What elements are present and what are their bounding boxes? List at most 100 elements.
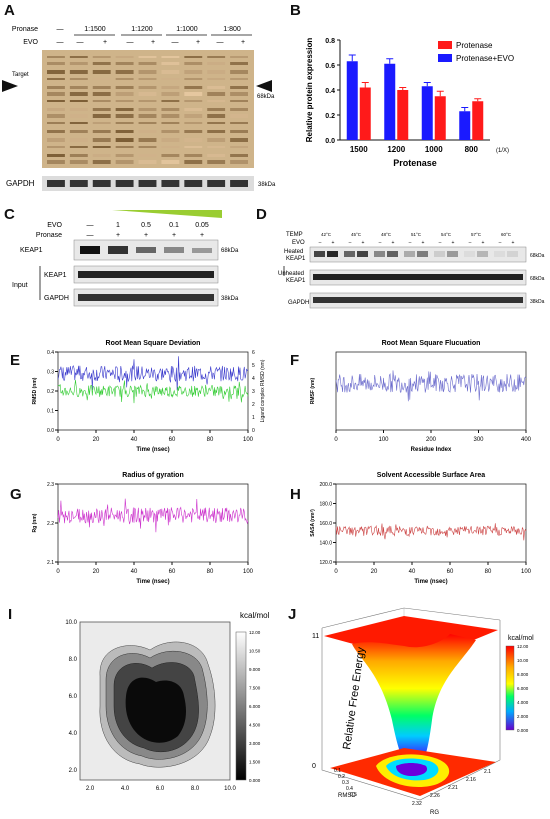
- d-evo-plus: +: [422, 240, 425, 246]
- gapdh-band: [69, 180, 88, 187]
- gel-band: [184, 122, 203, 124]
- gel-band: [92, 56, 111, 58]
- i-y-tick-label: 4.0: [69, 731, 78, 737]
- plot-frame: [335, 351, 527, 431]
- d-evo-plus: +: [452, 240, 455, 246]
- gel-band: [69, 154, 88, 157]
- gel-band: [184, 78, 203, 80]
- gel-band: [115, 100, 134, 102]
- b-bar: [434, 96, 446, 140]
- gel-band: [207, 138, 226, 142]
- c-evo-value: 0.05: [195, 222, 209, 229]
- y-tick-label: 2.1: [47, 560, 54, 566]
- x-tick-label: 60: [447, 569, 454, 575]
- d-evo-minus: –: [469, 240, 472, 246]
- gel-band: [47, 130, 65, 133]
- x-tick-label: 80: [485, 569, 492, 575]
- gel-band: [92, 160, 111, 164]
- gel-band: [161, 154, 180, 157]
- kda-68-label: 68kDa: [257, 94, 275, 100]
- i-x-tick-label: 4.0: [121, 786, 130, 792]
- gel-band: [115, 92, 134, 96]
- gel-band: [92, 78, 111, 80]
- d-evo-plus: +: [392, 240, 395, 246]
- i-x-tick-label: 2.0: [86, 786, 95, 792]
- chart-title: Root Mean Square Flucuation: [382, 340, 481, 347]
- d-evo-minus: –: [349, 240, 352, 246]
- y-tick-label: 140.0: [319, 541, 332, 547]
- x-tick-label: 0: [56, 437, 60, 443]
- evo-mark: +: [103, 39, 107, 46]
- gel-band: [138, 86, 157, 89]
- panel-label-h: H: [290, 486, 301, 503]
- gel-band: [161, 114, 180, 118]
- y-tick-label: 180.0: [319, 502, 332, 508]
- d-heated-band: [327, 251, 338, 257]
- gel-band: [161, 122, 180, 124]
- gel-band: [47, 146, 65, 148]
- target-label: Target: [12, 72, 29, 78]
- x-tick-label: 100: [521, 569, 532, 575]
- b-y-tick-label: 0.8: [325, 38, 335, 45]
- gel-band: [115, 62, 134, 65]
- j-colorbar-tick: 8.000: [517, 672, 529, 677]
- x-tick-label: 0: [334, 569, 338, 575]
- d-evo-minus: –: [439, 240, 442, 246]
- j-rg-tick: 2.32: [412, 801, 422, 807]
- y-label: Rg (nm): [32, 513, 38, 532]
- b-legend-swatch: [438, 54, 452, 62]
- b-bar: [346, 61, 358, 140]
- gel-band: [92, 108, 111, 111]
- d-unheated-band: [313, 274, 523, 280]
- chart-title: Root Mean Square Deviation: [106, 340, 201, 347]
- d-heated-band: [477, 251, 488, 257]
- c-keap1-input-label: KEAP1: [44, 272, 67, 279]
- gel-band: [161, 100, 180, 102]
- panel-g-rg-chart: Radius of gyration 0 20 40 60 80 100 2.1 2.2 2.3 T…: [32, 472, 254, 585]
- gel-band: [138, 108, 157, 111]
- series-line: [335, 523, 527, 541]
- gel-band: [69, 108, 88, 111]
- gel-band: [69, 78, 88, 80]
- d-temp-label: TEMP: [286, 232, 303, 238]
- panel-d-blot: TEMP EVO Heated KEAP1 68kDa Unheated KEA…: [278, 232, 545, 309]
- panel-label-j: J: [288, 606, 297, 623]
- j-colorbar-tick: 2.000: [517, 714, 529, 719]
- gel-band: [138, 92, 157, 96]
- gel-band: [138, 78, 157, 80]
- gel-band: [69, 62, 88, 65]
- gel-band: [184, 70, 203, 74]
- gapdh-band: [92, 180, 111, 187]
- gel-band: [47, 160, 65, 164]
- gel-band: [230, 78, 248, 80]
- gel-band: [115, 154, 134, 157]
- d-temp-tick: 54°C: [441, 232, 452, 237]
- i-x-tick-label: 6.0: [156, 786, 165, 792]
- j-zlabel-1: 0: [312, 763, 316, 770]
- gel-band: [92, 70, 111, 74]
- b-unit-note: (1/X): [496, 148, 509, 154]
- gapdh-band: [161, 180, 180, 187]
- i-colorbar-tick: 0.000: [249, 778, 261, 783]
- c-keap1-label: KEAP1: [20, 247, 43, 254]
- c-band: [108, 246, 128, 254]
- panel-i-fel-2d: 2.0 4.0 6.0 8.0 10.0 2.0 4.0 6.0 8.0 10.0 kcal/mo…: [65, 611, 269, 792]
- gel-band: [184, 138, 203, 142]
- j-rg-tick: 2.21: [448, 785, 458, 791]
- gel-band: [47, 78, 65, 80]
- d-evo-plus: +: [512, 240, 515, 246]
- j-rg-label: RG: [430, 810, 439, 816]
- gel-band: [115, 138, 134, 142]
- x-label: Time (nsec): [136, 579, 169, 585]
- d-evo-minus: –: [379, 240, 382, 246]
- x-tick-label: 0: [334, 437, 338, 443]
- series-line: [57, 379, 249, 404]
- c-evo-value: 0.1: [169, 222, 179, 229]
- d-evo-minus: –: [319, 240, 322, 246]
- evo-gradient-wedge: [112, 210, 222, 218]
- gel-band: [69, 122, 88, 124]
- i-y-tick-label: 10.0: [65, 620, 77, 626]
- x-tick-label: 20: [93, 569, 100, 575]
- panel-label-e: E: [10, 352, 21, 369]
- j-box-back: [321, 620, 501, 801]
